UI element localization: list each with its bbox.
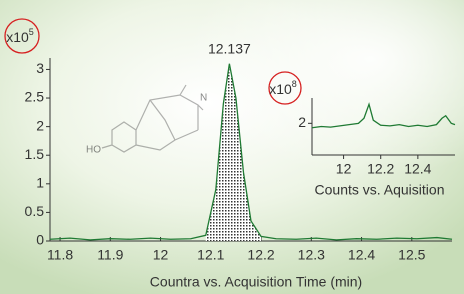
- x-tick-label: 12: [153, 247, 169, 263]
- y-tick-label: 1: [36, 175, 44, 191]
- y-tick-label: 2.5: [25, 89, 45, 105]
- x-tick-label: 11.8: [47, 247, 73, 263]
- x-tick-label: 12.2: [247, 247, 274, 263]
- x-tick-label: 12: [336, 161, 352, 177]
- x-axis-label: Countra vs. Acquisition Time (min): [150, 274, 362, 290]
- scale-base: x10: [6, 29, 29, 45]
- y-tick-label: 2: [298, 114, 306, 130]
- scale-exponent: 5: [29, 27, 34, 37]
- scale-exponent: 8: [292, 79, 297, 89]
- x-tick-label: 12.3: [298, 247, 325, 263]
- chart: HO N x10500.511.522.5311.811.91212.112.2…: [0, 0, 464, 294]
- molecule-label: N: [200, 93, 207, 104]
- x-tick-label: 11.9: [97, 247, 123, 263]
- x-tick-label: 12.4: [348, 247, 375, 263]
- x-tick-label: 12.2: [367, 161, 394, 177]
- y-tick-label: 2: [36, 117, 44, 133]
- x-tick-label: 12.1: [197, 247, 224, 263]
- x-tick-label: 12.5: [398, 247, 425, 263]
- y-tick-label: 0: [36, 232, 44, 248]
- molecule-label: HO: [86, 145, 101, 156]
- y-tick-label: 0.5: [25, 203, 45, 219]
- peak-label: 12.137: [208, 40, 251, 56]
- scale-base: x10: [269, 81, 292, 97]
- x-tick-label: 12.4: [404, 161, 431, 177]
- x-axis-label: Counts vs. Aquisition: [315, 182, 445, 198]
- y-tick-label: 1.5: [25, 146, 45, 162]
- y-tick-label: 3: [36, 60, 44, 76]
